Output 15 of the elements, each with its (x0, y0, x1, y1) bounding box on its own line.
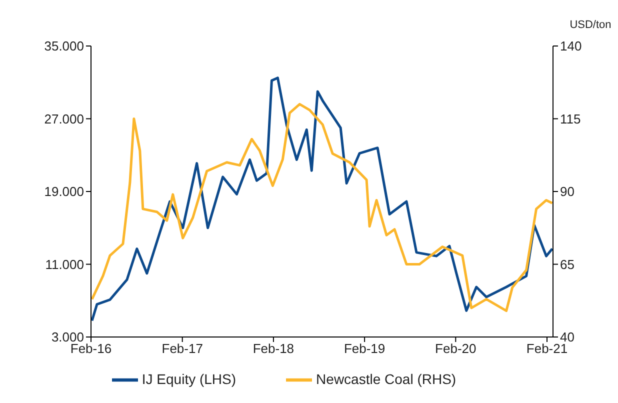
x-tick-label: Feb-19 (344, 341, 386, 356)
legend-label: Newcastle Coal (RHS) (316, 370, 456, 387)
y-tick-label: 11.000 (45, 256, 84, 272)
legend-label: IJ Equity (LHS) (142, 370, 236, 387)
y2-tick-label: 115 (560, 111, 581, 126)
x-tick-label: Feb-18 (252, 341, 294, 356)
y-tick-label: 35.000 (44, 38, 84, 54)
y-tick-label: 19.000 (44, 184, 84, 200)
y2-axis-title: USD/ton (570, 19, 612, 31)
y2-tick-label: 65 (560, 256, 574, 272)
y2-tick-label: 90 (560, 184, 574, 200)
y-tick-label: 27.000 (44, 111, 84, 126)
y2-tick-label: 140 (560, 38, 582, 54)
x-tick-label: Feb-17 (162, 341, 203, 356)
x-tick-label: Feb-20 (435, 341, 476, 356)
